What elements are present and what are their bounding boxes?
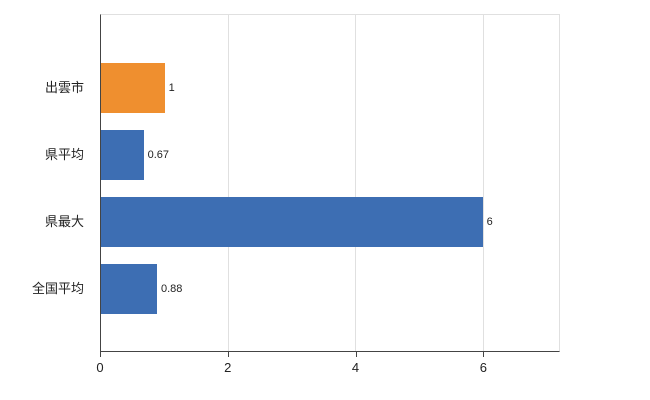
category-label: 全国平均 [31, 281, 84, 296]
value-label: 6 [486, 216, 493, 228]
bar-row: 6 [101, 189, 559, 256]
category-label: 県最大 [44, 214, 84, 229]
tick-mark [100, 352, 101, 357]
value-label: 0.67 [147, 149, 170, 161]
gridline [228, 15, 230, 351]
bar-県平均 [101, 130, 144, 180]
bar-出雲市 [101, 63, 165, 113]
y-axis-labels: 出雲市県平均県最大全国平均 [0, 54, 92, 322]
tick-label: 2 [224, 360, 232, 375]
category-label: 出雲市 [44, 80, 84, 95]
tick-label: 4 [351, 360, 360, 375]
tick-label: 6 [479, 360, 487, 375]
bar-row: 0.67 [101, 122, 559, 189]
tick-mark [483, 352, 485, 357]
plot-area: 1 0.67 6 0.88 [100, 14, 560, 352]
bars: 1 0.67 6 0.88 [101, 55, 559, 323]
bar-row: 0.88 [101, 256, 559, 323]
tick-mark [355, 352, 357, 357]
category-label: 県平均 [44, 147, 84, 162]
gridline [355, 15, 357, 351]
bar-row: 1 [101, 55, 559, 122]
x-axis: 0 2 4 6 [96, 352, 560, 382]
tick-mark [227, 352, 229, 357]
bar-全国平均 [101, 264, 157, 314]
gridline [482, 15, 484, 351]
value-label: 1 [168, 82, 175, 94]
tick-label: 0 [96, 360, 104, 375]
value-label: 0.88 [160, 283, 183, 295]
bar-県最大 [101, 197, 483, 247]
